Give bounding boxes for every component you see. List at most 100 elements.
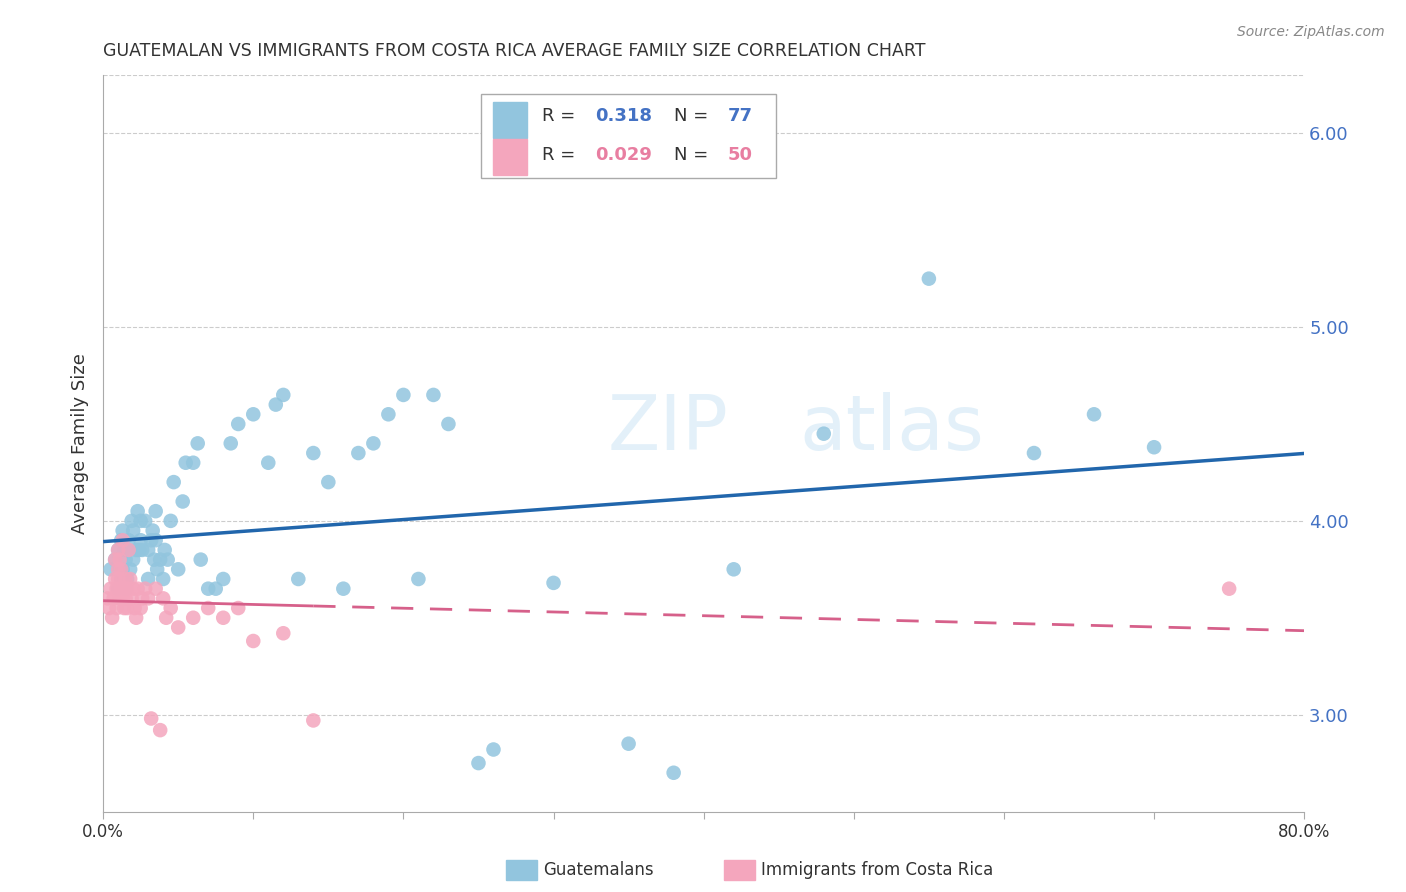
Point (114, 572, 136, 586)
Point (1083, 407, 1105, 421)
Point (422, 388, 444, 402)
Point (124, 601, 146, 615)
Point (104, 572, 127, 586)
Text: GUATEMALAN VS IMMIGRANTS FROM COSTA RICA AVERAGE FAMILY SIZE CORRELATION CHART: GUATEMALAN VS IMMIGRANTS FROM COSTA RICA… (103, 42, 925, 60)
Point (98, 601, 121, 615)
Point (129, 514, 152, 528)
Point (108, 591, 131, 606)
Text: Guatemalans: Guatemalans (543, 861, 654, 879)
Point (105, 601, 128, 615)
Text: atlas: atlas (800, 392, 984, 466)
Point (212, 572, 235, 586)
Text: 0.318: 0.318 (596, 107, 652, 125)
Text: N =: N = (673, 107, 714, 125)
Point (120, 572, 142, 586)
Point (129, 601, 152, 615)
Point (131, 543, 153, 558)
Point (437, 417, 460, 431)
Point (121, 514, 143, 528)
Point (122, 582, 145, 596)
Point (141, 712, 163, 726)
Bar (494, 139, 527, 175)
Point (271, 388, 294, 402)
Point (107, 572, 129, 586)
Point (813, 426, 835, 441)
Point (181, 611, 204, 625)
Point (174, 456, 197, 470)
Point (187, 436, 209, 450)
Point (120, 562, 142, 576)
Point (152, 572, 174, 586)
Point (363, 436, 385, 450)
Point (302, 714, 325, 728)
Point (392, 388, 415, 402)
Text: ZIP: ZIP (607, 392, 728, 466)
Point (128, 543, 150, 558)
Bar (494, 103, 527, 137)
Point (129, 533, 152, 548)
Point (918, 271, 941, 285)
Point (121, 591, 143, 606)
Point (122, 524, 145, 538)
Point (543, 575, 565, 590)
Point (347, 446, 370, 460)
Point (287, 572, 309, 586)
Point (408, 572, 430, 586)
Point (219, 436, 242, 450)
Point (97, 591, 120, 606)
Point (131, 591, 153, 606)
Point (143, 552, 166, 566)
Point (1022, 446, 1045, 460)
Point (159, 514, 181, 528)
Point (125, 543, 148, 558)
Point (112, 543, 135, 558)
Point (212, 611, 235, 625)
Point (197, 582, 219, 596)
Point (167, 620, 190, 634)
Point (226, 417, 249, 431)
Point (107, 582, 129, 596)
Point (125, 611, 148, 625)
Point (617, 737, 640, 751)
Point (103, 591, 125, 606)
Point (167, 562, 190, 576)
Point (112, 582, 135, 596)
Text: 0.029: 0.029 (596, 145, 652, 164)
Point (141, 533, 163, 548)
Point (482, 742, 505, 756)
Point (142, 524, 165, 538)
Point (226, 601, 249, 615)
Point (318, 475, 340, 489)
Text: R =: R = (541, 107, 581, 125)
Point (115, 582, 138, 596)
Point (136, 591, 159, 606)
Text: Immigrants from Costa Rica: Immigrants from Costa Rica (761, 861, 993, 879)
Point (1143, 440, 1166, 454)
Point (302, 446, 325, 460)
Point (149, 723, 172, 738)
Point (467, 756, 489, 770)
Point (146, 562, 169, 576)
Point (100, 582, 122, 596)
Text: 77: 77 (728, 107, 752, 125)
Point (271, 626, 294, 640)
Point (163, 475, 186, 489)
Point (107, 543, 129, 558)
Text: R =: R = (541, 145, 581, 164)
Point (134, 582, 156, 596)
Point (100, 562, 122, 576)
FancyBboxPatch shape (481, 94, 776, 178)
Point (723, 562, 745, 576)
Point (111, 562, 134, 576)
Point (111, 524, 134, 538)
Point (114, 582, 136, 596)
Point (377, 407, 399, 421)
Point (115, 543, 138, 558)
Point (114, 552, 136, 566)
Point (118, 543, 141, 558)
Text: N =: N = (673, 145, 714, 164)
Point (242, 634, 264, 648)
Point (107, 562, 129, 576)
Point (112, 572, 135, 586)
Point (104, 552, 127, 566)
